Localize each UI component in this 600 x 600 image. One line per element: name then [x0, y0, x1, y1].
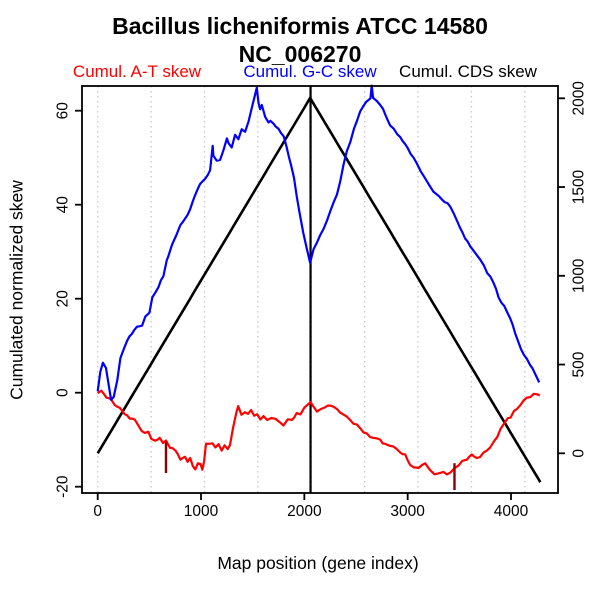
- x-tick-label: 2000: [287, 503, 322, 520]
- at-skew-curve: [97, 389, 541, 476]
- legend-cds-skew: Cumul. CDS skew: [399, 62, 537, 81]
- x-axis-label: Map position (gene index): [217, 553, 419, 573]
- cds-skew-curve: [96, 96, 542, 483]
- y-left-tick-label: 60: [55, 102, 72, 120]
- x-tick-label: 3000: [390, 503, 425, 520]
- legend-gc-skew: Cumul. G-C skew: [243, 62, 377, 81]
- y-right-tick-label: 0: [571, 449, 588, 458]
- y-left-tick-label: 20: [55, 290, 72, 308]
- x-tick-label: 0: [93, 503, 102, 520]
- y-right-tick-label: 500: [571, 351, 588, 377]
- y-right-tick-label: 1000: [571, 258, 588, 293]
- chart-title: Bacillus licheniformis ATCC 14580: [112, 13, 488, 39]
- x-tick-label: 4000: [494, 503, 529, 520]
- gc-skew-curve: [96, 84, 541, 401]
- plot-border: [81, 85, 559, 494]
- y-left-tick-label: 40: [55, 196, 72, 214]
- y-left-tick-label: -20: [55, 475, 72, 498]
- y-right-tick-label: 1500: [571, 169, 588, 204]
- y-left-tick-label: 0: [55, 388, 72, 397]
- x-tick-label: 1000: [184, 503, 219, 520]
- legend-at-skew: Cumul. A-T skew: [72, 62, 202, 81]
- y-right-tick-label: 2000: [571, 81, 588, 116]
- chart-subtitle: NC_006270: [238, 41, 362, 67]
